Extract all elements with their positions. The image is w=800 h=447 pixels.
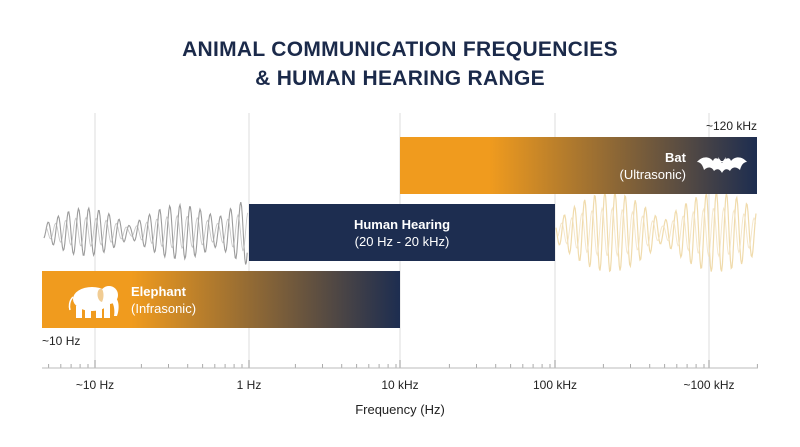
bar-name-label: Elephant [131,284,187,299]
bar-rect [249,204,555,261]
sound-wave [43,191,757,273]
tick-label-1: 1 Hz [237,378,262,392]
wave-right [555,191,757,273]
wave-left-echo [45,212,249,252]
wave-left [43,201,248,265]
tick-label-2: 10 kHz [381,378,418,392]
tick-label-0: ~10 Hz [76,378,114,392]
wave-right-echo [557,206,757,258]
tick-label-3: 100 kHz [533,378,577,392]
bar-human-hearing: Human Hearing (20 Hz - 20 kHz) [249,204,555,261]
bar-name-label: Human Hearing [354,217,450,232]
bar-elephant: Elephant (Infrasonic) [42,271,400,328]
bar-subtitle-label: (20 Hz - 20 kHz) [355,234,450,249]
bat-end-label: ~120 kHz [706,119,757,133]
x-axis-label: Frequency (Hz) [355,402,445,417]
bars: Bat (Ultrasonic) Human Hearing (20 Hz - 20 … [42,137,757,328]
bar-bat: Bat (Ultrasonic) [400,137,757,194]
bar-rect [400,137,757,194]
chart-title-line2: & HUMAN HEARING RANGE [255,67,545,90]
elephant-start-label: ~10 Hz [42,334,80,348]
bar-name-label: Bat [665,150,687,165]
elephant-icon [68,286,119,318]
bar-subtitle-label: (Ultrasonic) [620,167,686,182]
chart-title-line1: ANIMAL COMMUNICATION FREQUENCIES [182,38,618,61]
bar-subtitle-label: (Infrasonic) [131,301,196,316]
bat-icon [697,157,747,173]
tick-label-4: ~100 kHz [683,378,734,392]
